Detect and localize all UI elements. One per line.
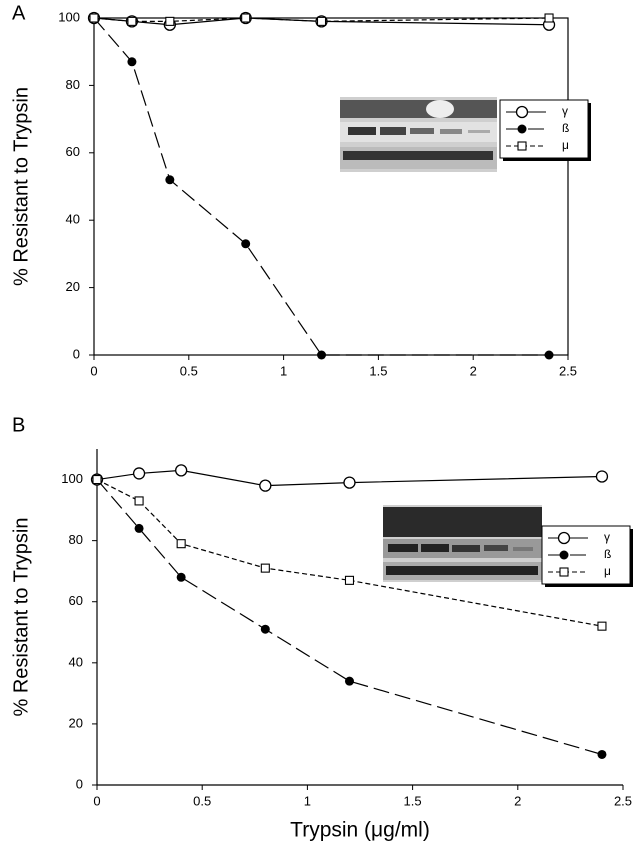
marker xyxy=(344,676,354,686)
marker xyxy=(260,624,270,634)
y-tick-label: 100 xyxy=(61,471,83,486)
x-tick-label: 0 xyxy=(93,793,100,808)
x-tick-label: 2.5 xyxy=(614,793,632,808)
y-tick-label: 80 xyxy=(69,532,83,547)
marker xyxy=(259,479,272,492)
x-axis-label: Trypsin (μg/ml) xyxy=(290,819,430,842)
marker xyxy=(343,476,356,489)
marker xyxy=(176,539,186,549)
y-tick-label: 20 xyxy=(66,279,80,294)
x-tick-label: 0 xyxy=(90,363,97,378)
marker xyxy=(127,16,137,26)
legend-label: μ xyxy=(604,564,611,578)
legend-label: μ xyxy=(562,138,569,152)
x-tick-label: 2 xyxy=(470,363,477,378)
marker xyxy=(316,16,327,26)
legend-label: ß xyxy=(562,121,569,135)
marker xyxy=(317,350,327,360)
x-tick-label: 1 xyxy=(280,363,287,378)
series-line xyxy=(96,469,602,487)
panel-label: A xyxy=(12,2,26,24)
marker xyxy=(165,16,175,26)
series-line xyxy=(96,479,603,756)
marker xyxy=(544,13,554,23)
marker xyxy=(517,141,527,151)
y-axis-label: % Resistant to Trypsin xyxy=(10,518,32,717)
marker xyxy=(175,464,188,477)
y-tick-label: 100 xyxy=(58,9,80,24)
marker xyxy=(597,621,607,631)
marker xyxy=(134,496,144,506)
series-line xyxy=(93,17,550,356)
marker xyxy=(241,13,251,23)
blot-inset xyxy=(383,505,542,582)
plot-frame xyxy=(93,17,569,356)
x-tick-label: 1.5 xyxy=(404,793,422,808)
y-tick-label: 20 xyxy=(69,715,83,730)
x-tick-label: 2 xyxy=(514,793,521,808)
x-tick-label: 1.5 xyxy=(369,363,387,378)
y-tick-label: 40 xyxy=(69,654,83,669)
x-tick-label: 0.5 xyxy=(193,793,211,808)
y-tick-label: 0 xyxy=(76,776,83,791)
x-tick-label: 2.5 xyxy=(559,363,577,378)
marker xyxy=(92,474,102,485)
x-tick-label: 0.5 xyxy=(180,363,198,378)
y-tick-label: 60 xyxy=(69,593,83,608)
legend-label: γ xyxy=(562,104,568,118)
marker xyxy=(597,749,607,759)
series-line xyxy=(96,479,603,627)
marker xyxy=(559,550,569,560)
x-tick-label: 1 xyxy=(304,793,311,808)
marker xyxy=(127,57,137,67)
marker xyxy=(241,239,251,249)
marker xyxy=(557,531,571,545)
marker xyxy=(559,567,569,577)
marker xyxy=(595,470,609,483)
y-tick-label: 40 xyxy=(66,212,80,227)
panel-label: B xyxy=(12,414,25,436)
marker xyxy=(132,467,146,480)
marker xyxy=(89,13,99,23)
marker xyxy=(515,105,529,119)
marker xyxy=(344,575,355,585)
marker xyxy=(260,563,270,573)
y-tick-label: 0 xyxy=(73,346,80,361)
marker xyxy=(544,350,554,360)
marker xyxy=(134,523,144,533)
series-line xyxy=(93,17,550,26)
y-axis-label: % Resistant to Trypsin xyxy=(10,87,32,286)
legend-label: ß xyxy=(604,547,611,561)
blot-inset xyxy=(340,97,497,172)
marker xyxy=(517,124,527,134)
series-line xyxy=(93,17,550,22)
y-tick-label: 60 xyxy=(66,144,80,159)
marker xyxy=(165,175,175,185)
y-tick-label: 80 xyxy=(66,77,80,92)
legend-label: γ xyxy=(604,530,610,544)
marker xyxy=(176,572,186,582)
